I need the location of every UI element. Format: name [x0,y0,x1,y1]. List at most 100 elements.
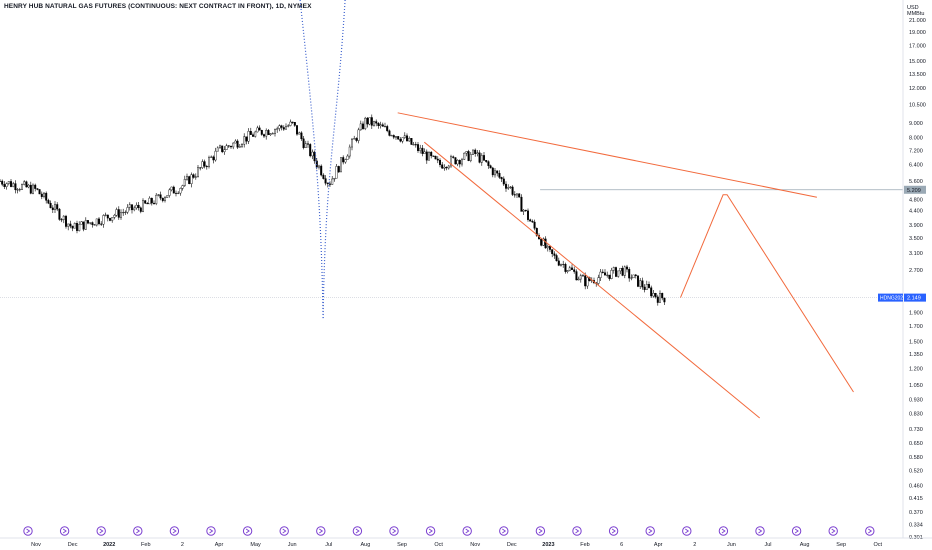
candle [597,274,600,286]
candle [34,183,37,192]
candle [128,202,131,211]
candle [296,125,299,136]
event-marker-icon[interactable] [499,526,509,536]
candle [522,209,525,215]
event-marker-icon[interactable] [133,526,143,536]
candle [27,183,30,189]
price-tick-label: 2.700 [909,268,923,274]
candle [485,160,488,163]
event-marker-icon[interactable] [535,526,546,536]
candle [86,220,89,225]
event-marker-icon[interactable] [718,526,729,536]
candle [300,131,303,141]
candle [408,136,411,142]
candle [75,220,78,234]
candle [335,163,338,179]
event-marker-icon[interactable] [828,526,838,536]
candle [610,267,613,280]
candle [368,117,371,126]
candle [648,281,651,289]
candle [247,128,250,145]
candle [628,267,631,282]
candle [161,197,164,203]
candle [520,194,523,212]
event-marker-icon[interactable] [755,526,765,536]
candle [632,274,635,279]
price-tick-label: 3.100 [909,251,923,257]
dotted-projection-curve-left[interactable] [299,0,324,320]
candle [419,144,422,154]
event-marker-icon[interactable] [645,526,655,536]
price-tick-label: 8.000 [909,136,923,142]
candle [82,221,85,232]
candle [351,138,354,151]
candle [36,188,39,191]
candle [263,133,266,138]
candle [324,175,327,186]
candle [469,152,472,163]
time-axis[interactable]: Nov Dec 2022 Feb 2 Apr May Jun Jul Aug Sep Oct Nov De… [0,537,932,548]
candle [43,191,46,199]
candle [221,145,224,154]
event-marker-icon[interactable] [572,526,582,536]
candle [564,262,567,274]
candle [139,206,142,214]
event-marker-icon[interactable] [242,526,253,536]
event-marker-icon[interactable] [865,526,875,536]
event-marker-icon[interactable] [169,526,180,536]
candle [73,222,76,229]
lower-wedge-line[interactable] [423,141,761,419]
candle [527,208,530,222]
price-tick-label: 5.600 [909,179,923,185]
candle [25,180,28,188]
candle [454,157,457,165]
event-marker-icon[interactable] [352,526,363,536]
candle [370,114,373,130]
event-marker-icon[interactable] [316,526,326,536]
candle [643,284,646,293]
event-marker-icon[interactable] [59,526,70,536]
candle [458,159,461,168]
candle [14,180,17,194]
candle [119,209,122,220]
dotted-projection-curve-right[interactable] [322,0,346,320]
projected-path[interactable] [680,194,854,393]
event-marker-icon[interactable] [682,526,692,536]
candle [168,188,171,198]
candle [291,121,294,124]
candle [155,192,158,206]
event-marker-icon[interactable] [206,526,216,536]
candle [174,190,177,197]
price-axis[interactable]: USD MMBtu 21.000 19.000 17.000 15.000 13.500… [902,0,926,541]
event-marker-icon[interactable] [462,526,472,536]
event-marker-icon[interactable] [425,526,436,536]
candle [502,176,505,187]
price-tick-label: 1.700 [909,324,923,330]
candle [601,269,604,274]
candle [560,263,563,267]
price-tick-label: 19.000 [909,30,926,36]
time-tick-label: 2 [181,542,184,548]
candle [177,191,180,195]
candle [150,197,153,206]
candle [579,273,582,283]
candle [637,275,640,288]
candle [663,297,666,306]
price-tick-label: 0.830 [909,411,923,417]
upper-wedge-line[interactable] [397,112,817,198]
candle [124,210,127,215]
candle [207,155,210,169]
event-marker-icon[interactable] [608,526,619,536]
event-marker-icon[interactable] [23,526,33,536]
event-marker-icon[interactable] [791,526,802,536]
event-marker-icon[interactable] [389,526,399,536]
event-marker-icon[interactable] [279,526,289,536]
candle [183,175,186,187]
event-marker-icon[interactable] [96,526,106,536]
time-tick-label: Dec [68,542,78,548]
event-markers[interactable] [23,526,875,536]
candle [531,219,534,223]
drawing-layer[interactable] [299,0,854,419]
candle [366,117,369,128]
